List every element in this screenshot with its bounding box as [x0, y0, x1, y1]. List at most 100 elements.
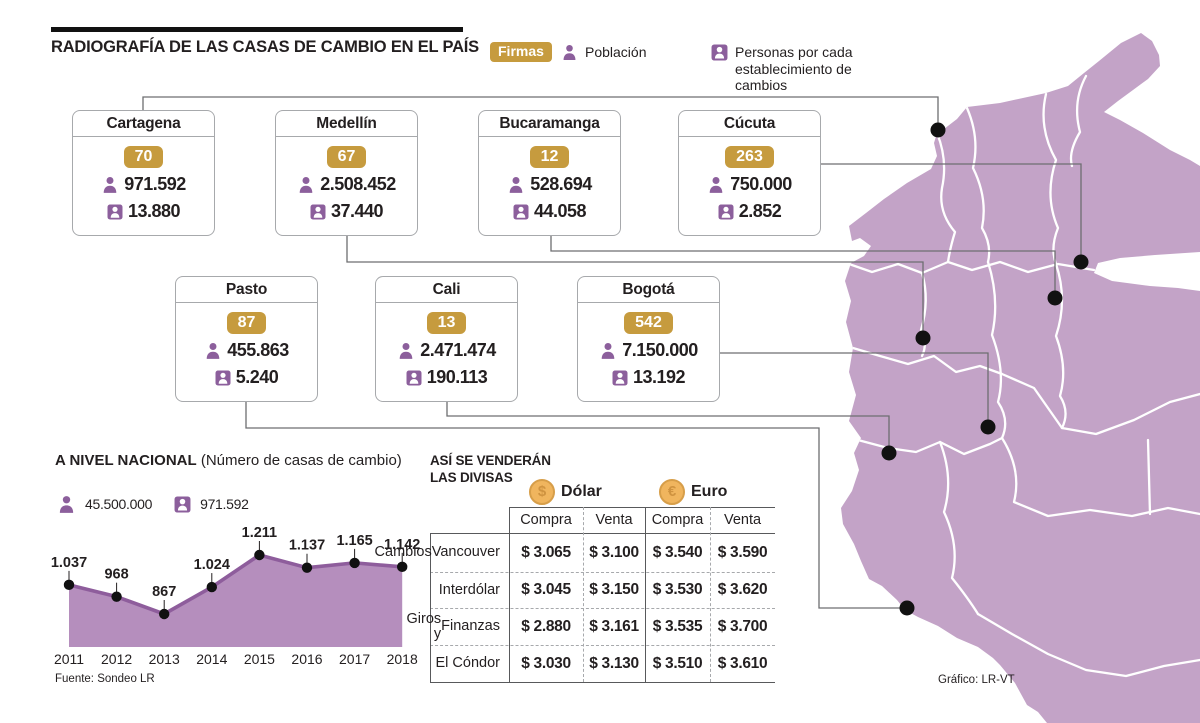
- population-icon: [599, 342, 617, 360]
- rate-cell-1-1: $ 3.150: [589, 581, 639, 598]
- rate-cell-2-1: $ 3.161: [589, 617, 639, 635]
- rate-cell-0-2: $ 3.540: [652, 543, 703, 561]
- firms-count-badge: 12: [529, 146, 570, 168]
- credits: Gráfico: LR-VT: [938, 674, 1015, 686]
- rate-cell-3-0: $ 3.030: [521, 654, 571, 672]
- population-value: 971.592: [124, 174, 186, 194]
- city-name: Medellín: [276, 111, 417, 137]
- euro-coin-icon: €: [659, 479, 685, 505]
- map-dot-cucuta: [1073, 254, 1089, 270]
- table-border: [509, 507, 510, 682]
- map-dot-medellin: [915, 330, 931, 346]
- chart-legend-per-establishment: 971.592: [174, 496, 249, 513]
- connector-pasto: [245, 402, 907, 609]
- page-title: RADIOGRAFÍA DE LAS CASAS DE CAMBIO EN EL…: [51, 38, 479, 56]
- table-border: [710, 507, 711, 682]
- legend-label: Población: [585, 44, 647, 60]
- source-note: Fuente: Sondeo LR: [55, 673, 155, 685]
- city-card-bogota: Bogotá 542 7.150.000 13.192: [577, 276, 720, 402]
- chart-title-sub: (Número de casas de cambio): [200, 452, 402, 469]
- population-row: 455.863: [204, 340, 289, 361]
- per-establishment-row: 44.058: [513, 201, 587, 222]
- legend-label: Personas por cada establecimiento de cam…: [735, 44, 853, 93]
- data-label: 1.142: [384, 537, 420, 553]
- row-label-line: Vancouver: [431, 544, 500, 560]
- population-value: 528.694: [530, 174, 592, 194]
- rate-cell-2-2: $ 3.535: [652, 617, 703, 635]
- chart-point-2012: [111, 591, 122, 602]
- table-border: [583, 507, 584, 682]
- table-row-label-interdolar: Interdólar: [430, 572, 509, 608]
- x-axis-tick-2011: 2011: [54, 651, 84, 667]
- per-establishment-icon: [612, 370, 628, 386]
- firms-count-badge: 67: [326, 146, 367, 168]
- table-border: [509, 507, 775, 508]
- chart-line: [68, 553, 403, 616]
- city-card-body: 13 2.471.474 190.113: [376, 303, 517, 388]
- connector-bogota: [719, 352, 989, 427]
- population-row: 971.592: [101, 174, 186, 195]
- table-border: [430, 682, 775, 683]
- firms-count-badge: 87: [226, 312, 267, 334]
- city-name: Cartagena: [73, 111, 214, 137]
- row-label-line: El Cóndor: [435, 655, 500, 671]
- per-establishment-row: 2.852: [718, 201, 782, 222]
- city-card-body: 87 455.863 5.240: [176, 303, 317, 388]
- per-establishment-value: 13.192: [632, 367, 686, 387]
- chart-legend: 45.500.000 971.592: [57, 495, 249, 514]
- table-header-venta-euro: Venta: [723, 512, 762, 528]
- population-icon: [204, 342, 222, 360]
- row-label-line: Interdólar: [438, 581, 500, 598]
- data-label: 867: [152, 584, 176, 600]
- city-name: Bucaramanga: [479, 111, 620, 137]
- city-name: Pasto: [176, 277, 317, 303]
- chart-point-2016: [301, 562, 313, 573]
- data-label: 1.037: [51, 555, 87, 571]
- map-dot-cartagena: [930, 122, 946, 138]
- per-establishment-icon: [406, 370, 422, 386]
- table-border: [430, 572, 775, 573]
- legend-item-firmas: Firmas: [490, 42, 552, 62]
- chart-point-2013: [159, 608, 170, 620]
- population-value: 2.471.474: [420, 340, 496, 360]
- population-icon: [297, 176, 315, 194]
- population-row: 2.508.452: [297, 174, 396, 195]
- map-dot-bogota: [980, 419, 996, 435]
- city-name: Cúcuta: [679, 111, 820, 137]
- currency-dolar-label: Dólar: [561, 483, 602, 500]
- table-header-compra-dolar: Compra: [520, 512, 572, 528]
- data-label: 1.137: [289, 538, 325, 554]
- firms-count-badge: 13: [426, 312, 467, 334]
- x-axis-tick-2013: 2013: [149, 651, 180, 667]
- per-establishment-icon: [174, 496, 191, 513]
- firms-count-badge: 542: [624, 312, 673, 334]
- chart-point-2017: [349, 557, 360, 569]
- rate-cell-1-0: $ 3.045: [521, 581, 571, 598]
- data-label: 1.165: [336, 533, 372, 549]
- connector-medellin: [346, 236, 924, 338]
- x-axis-tick-2014: 2014: [196, 651, 227, 667]
- city-card-cucuta: Cúcuta 263 750.000 2.852: [678, 110, 821, 236]
- department-borders: [847, 74, 1200, 678]
- city-card-body: 67 2.508.452 37.440: [276, 137, 417, 222]
- connector-cucuta: [820, 163, 1082, 262]
- population-row: 750.000: [707, 174, 792, 195]
- per-establishment-icon: [107, 204, 123, 220]
- x-axis-tick-2015: 2015: [244, 651, 275, 667]
- rate-cell-0-3: $ 3.590: [717, 543, 768, 561]
- population-value: 455.863: [227, 340, 289, 360]
- per-establishment-icon: [215, 370, 231, 386]
- per-establishment-row: 190.113: [406, 367, 488, 388]
- data-label: 1.024: [194, 557, 230, 573]
- table-header-compra-euro: Compra: [651, 512, 704, 528]
- chart-area-fill: [69, 555, 403, 647]
- per-establishment-row: 5.240: [215, 367, 279, 388]
- row-label-line: Cambios: [374, 544, 432, 560]
- per-establishment-icon: [513, 204, 529, 220]
- rate-cell-1-3: $ 3.620: [717, 581, 768, 598]
- connector-bucaramanga: [550, 236, 1056, 298]
- x-axis-tick-2018: 2018: [387, 651, 418, 667]
- city-card-bucaramanga: Bucaramanga 12 528.694 44.058: [478, 110, 621, 236]
